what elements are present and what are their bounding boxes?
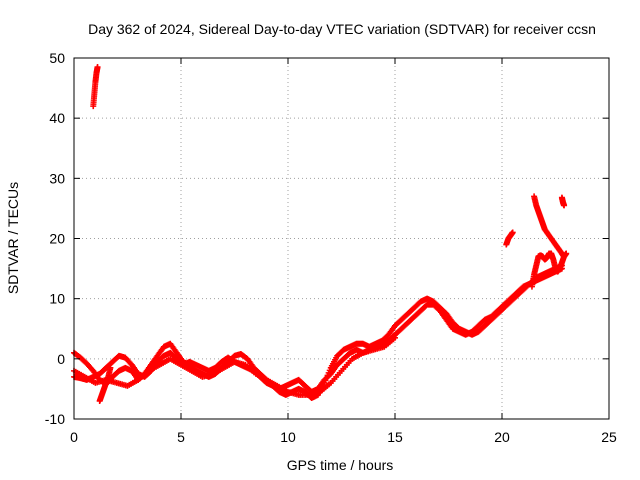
y-tick-label: 30 [49,170,65,186]
y-tick-label: 40 [49,110,65,126]
series-track-f [503,229,516,248]
chart-title: Day 362 of 2024, Sidereal Day-to-day VTE… [88,21,596,37]
data-point [509,229,516,236]
data-point [94,64,101,71]
data-point [392,334,398,341]
series-track-h [531,193,568,260]
data-point [561,202,568,209]
y-axis-label: SDTVAR / TECUs [5,182,21,294]
x-tick-label: 20 [494,429,510,445]
series-track-a [71,262,565,401]
series-track-d [90,64,101,110]
y-tick-label: -10 [45,411,65,427]
x-tick-label: 5 [177,429,185,445]
data-points [71,64,570,404]
y-axis: -10 0 10 20 30 40 50 [45,50,609,427]
x-axis-label: GPS time / hours [287,457,394,473]
series-track-c [71,334,398,398]
data-point [561,253,568,260]
x-tick-label: 10 [280,429,296,445]
x-axis: 0 5 10 15 20 25 [70,58,617,445]
series-track-e [96,364,114,404]
data-point [107,364,114,371]
y-tick-label: 20 [49,231,65,247]
y-tick-label: 10 [49,291,65,307]
x-tick-label: 15 [387,429,403,445]
y-tick-label: 0 [57,351,65,367]
y-tick-label: 50 [49,50,65,66]
x-tick-label: 0 [70,429,78,445]
series-track-i [558,194,568,209]
x-tick-label: 25 [601,429,617,445]
